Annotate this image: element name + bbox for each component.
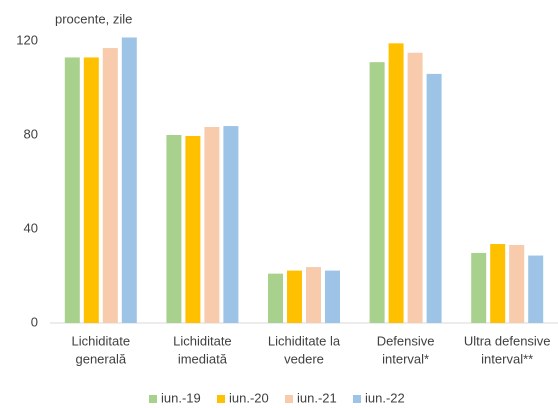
bar: [185, 135, 201, 323]
x-tick-label: interval*: [382, 351, 429, 366]
bar: [64, 57, 80, 323]
bar: [268, 273, 283, 323]
bar: [490, 244, 506, 323]
bar: [325, 270, 340, 323]
bar: [204, 127, 220, 323]
bar: [223, 126, 239, 323]
bar: [121, 37, 137, 323]
x-tick-label: Ultra defensive: [464, 333, 551, 348]
bar: [528, 255, 544, 323]
x-tick-label: Lichiditate: [72, 333, 131, 348]
bar: [388, 43, 404, 323]
bar: [287, 270, 302, 323]
legend-label: iun.-19: [161, 390, 201, 405]
x-tick-label: Defensive: [377, 333, 435, 348]
x-tick-label: imediată: [178, 351, 228, 366]
y-tick-label: 0: [31, 314, 38, 329]
bar: [426, 73, 442, 324]
chart-title: procente, zile: [55, 11, 132, 26]
legend-label: iun.-21: [297, 390, 337, 405]
x-tick-label: generală: [75, 351, 126, 366]
legend-swatch: [149, 395, 157, 403]
bar: [306, 267, 321, 323]
bar: [102, 48, 118, 324]
x-tick-label: Lichiditate: [173, 333, 232, 348]
legend-label: iun.-20: [229, 390, 269, 405]
y-tick-label: 80: [24, 126, 38, 141]
bar: [166, 135, 182, 323]
bar: [471, 252, 487, 323]
y-tick-label: 40: [24, 220, 38, 235]
bar: [369, 62, 385, 324]
bar: [83, 57, 99, 323]
legend-label: iun.-22: [365, 390, 405, 405]
legend-swatch: [217, 395, 225, 403]
bar: [407, 52, 423, 323]
x-tick-label: vedere: [284, 351, 324, 366]
legend-swatch: [285, 395, 293, 403]
legend-swatch: [353, 395, 361, 403]
bar: [509, 244, 525, 323]
x-tick-label: Lichiditate la: [268, 333, 341, 348]
x-tick-label: interval**: [481, 351, 533, 366]
y-tick-label: 120: [16, 32, 38, 47]
